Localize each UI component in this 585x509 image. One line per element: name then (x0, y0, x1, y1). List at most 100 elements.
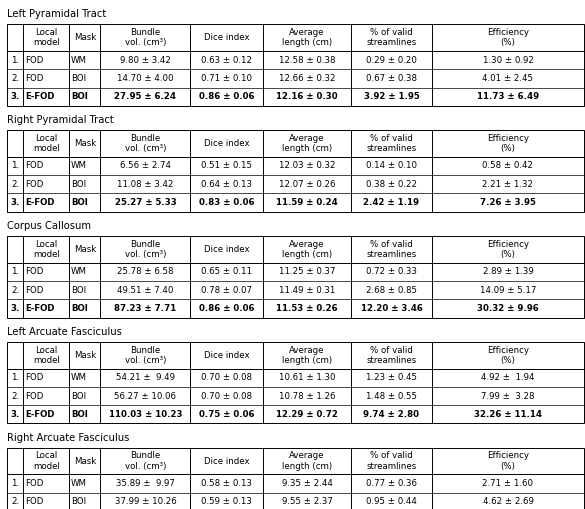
Text: FOD: FOD (25, 74, 43, 83)
Text: % of valid
streamlines: % of valid streamlines (366, 240, 417, 259)
Text: Corpus Callosum: Corpus Callosum (7, 221, 91, 231)
Text: BOI: BOI (71, 180, 86, 189)
Text: 1.30 ± 0.92: 1.30 ± 0.92 (483, 55, 534, 65)
Text: WM: WM (71, 161, 87, 171)
Text: BOI: BOI (71, 74, 86, 83)
Text: Local
model: Local model (33, 451, 60, 471)
Text: 0.71 ± 0.10: 0.71 ± 0.10 (201, 74, 252, 83)
Text: Dice index: Dice index (204, 33, 250, 42)
Text: 3.92 ± 1.95: 3.92 ± 1.95 (364, 92, 419, 101)
Text: % of valid
streamlines: % of valid streamlines (366, 28, 417, 47)
Text: 3.: 3. (11, 92, 20, 101)
Text: WM: WM (71, 479, 87, 488)
Text: Local
model: Local model (33, 240, 60, 259)
Text: 9.35 ± 2.44: 9.35 ± 2.44 (281, 479, 332, 488)
Text: Bundle
vol. (cm³): Bundle vol. (cm³) (125, 28, 166, 47)
Text: Efficiency
(%): Efficiency (%) (487, 451, 529, 471)
Text: 1.48 ± 0.55: 1.48 ± 0.55 (366, 391, 417, 401)
Text: Bundle
vol. (cm³): Bundle vol. (cm³) (125, 451, 166, 471)
Text: 1.: 1. (11, 479, 19, 488)
Bar (7, 130, 584, 212)
Text: BOI: BOI (71, 304, 88, 313)
Text: Mask: Mask (74, 33, 96, 42)
Text: Left Pyramidal Tract: Left Pyramidal Tract (7, 9, 106, 19)
Text: 0.38 ± 0.22: 0.38 ± 0.22 (366, 180, 417, 189)
Text: 3.: 3. (11, 304, 20, 313)
Text: 11.08 ± 3.42: 11.08 ± 3.42 (117, 180, 174, 189)
Text: 0.77 ± 0.36: 0.77 ± 0.36 (366, 479, 417, 488)
Text: 1.23 ± 0.45: 1.23 ± 0.45 (366, 373, 417, 382)
Text: E-FOD: E-FOD (25, 304, 54, 313)
Text: FOD: FOD (25, 267, 43, 276)
Text: 11.73 ± 6.49: 11.73 ± 6.49 (477, 92, 539, 101)
Text: Right Pyramidal Tract: Right Pyramidal Tract (7, 115, 113, 125)
Text: 0.72 ± 0.33: 0.72 ± 0.33 (366, 267, 417, 276)
Text: FOD: FOD (25, 180, 43, 189)
Text: 0.59 ± 0.13: 0.59 ± 0.13 (201, 497, 252, 506)
Text: Dice index: Dice index (204, 139, 250, 148)
Text: % of valid
streamlines: % of valid streamlines (366, 451, 417, 471)
Text: 10.61 ± 1.30: 10.61 ± 1.30 (278, 373, 335, 382)
Text: Bundle
vol. (cm³): Bundle vol. (cm³) (125, 240, 166, 259)
Text: 30.32 ± 9.96: 30.32 ± 9.96 (477, 304, 539, 313)
Text: 0.14 ± 0.10: 0.14 ± 0.10 (366, 161, 417, 171)
Text: FOD: FOD (25, 286, 43, 295)
Text: Average
length (cm): Average length (cm) (282, 346, 332, 365)
Text: 7.26 ± 3.95: 7.26 ± 3.95 (480, 198, 536, 207)
Text: E-FOD: E-FOD (25, 92, 54, 101)
Text: 0.70 ± 0.08: 0.70 ± 0.08 (201, 373, 252, 382)
Text: 0.58 ± 0.13: 0.58 ± 0.13 (201, 479, 252, 488)
Text: 2.89 ± 1.39: 2.89 ± 1.39 (483, 267, 534, 276)
Text: FOD: FOD (25, 391, 43, 401)
Text: 2.: 2. (11, 286, 19, 295)
Text: 0.83 ± 0.06: 0.83 ± 0.06 (199, 198, 254, 207)
Text: 87.23 ± 7.71: 87.23 ± 7.71 (114, 304, 177, 313)
Text: 37.99 ± 10.26: 37.99 ± 10.26 (115, 497, 176, 506)
Text: WM: WM (71, 267, 87, 276)
Text: 2.42 ± 1.19: 2.42 ± 1.19 (363, 198, 419, 207)
Text: Average
length (cm): Average length (cm) (282, 451, 332, 471)
Text: 1.: 1. (11, 267, 19, 276)
Text: Mask: Mask (74, 351, 96, 360)
Text: 7.99 ±  3.28: 7.99 ± 3.28 (481, 391, 535, 401)
Text: 6.56 ± 2.74: 6.56 ± 2.74 (120, 161, 171, 171)
Bar (7, 236, 584, 318)
Text: 0.29 ± 0.20: 0.29 ± 0.20 (366, 55, 417, 65)
Text: 2.68 ± 0.85: 2.68 ± 0.85 (366, 286, 417, 295)
Text: Mask: Mask (74, 457, 96, 466)
Text: 54.21 ±  9.49: 54.21 ± 9.49 (116, 373, 175, 382)
Text: 49.51 ± 7.40: 49.51 ± 7.40 (117, 286, 174, 295)
Text: Mask: Mask (74, 245, 96, 254)
Text: Dice index: Dice index (204, 245, 250, 254)
Text: 1.: 1. (11, 55, 19, 65)
Text: Average
length (cm): Average length (cm) (282, 240, 332, 259)
Text: 1.: 1. (11, 161, 19, 171)
Text: 0.78 ± 0.07: 0.78 ± 0.07 (201, 286, 252, 295)
Text: 1.: 1. (11, 373, 19, 382)
Bar (7, 24, 584, 106)
Text: Efficiency
(%): Efficiency (%) (487, 28, 529, 47)
Text: 3.: 3. (11, 198, 20, 207)
Text: Efficiency
(%): Efficiency (%) (487, 240, 529, 259)
Text: Local
model: Local model (33, 28, 60, 47)
Text: BOI: BOI (71, 286, 86, 295)
Text: 25.27 ± 5.33: 25.27 ± 5.33 (115, 198, 176, 207)
Text: 10.78 ± 1.26: 10.78 ± 1.26 (278, 391, 335, 401)
Text: 2.: 2. (11, 74, 19, 83)
Text: 12.66 ± 0.32: 12.66 ± 0.32 (278, 74, 335, 83)
Text: Average
length (cm): Average length (cm) (282, 28, 332, 47)
Text: FOD: FOD (25, 161, 43, 171)
Text: Bundle
vol. (cm³): Bundle vol. (cm³) (125, 134, 166, 153)
Text: BOI: BOI (71, 497, 86, 506)
Text: 14.70 ± 4.00: 14.70 ± 4.00 (117, 74, 174, 83)
Bar (7, 342, 584, 423)
Text: 12.16 ± 0.30: 12.16 ± 0.30 (276, 92, 338, 101)
Text: 11.59 ± 0.24: 11.59 ± 0.24 (276, 198, 338, 207)
Text: 25.78 ± 6.58: 25.78 ± 6.58 (117, 267, 174, 276)
Text: WM: WM (71, 55, 87, 65)
Text: 0.51 ± 0.15: 0.51 ± 0.15 (201, 161, 252, 171)
Text: 12.58 ± 0.38: 12.58 ± 0.38 (278, 55, 335, 65)
Text: 14.09 ± 5.17: 14.09 ± 5.17 (480, 286, 536, 295)
Text: 0.86 ± 0.06: 0.86 ± 0.06 (199, 304, 254, 313)
Text: Average
length (cm): Average length (cm) (282, 134, 332, 153)
